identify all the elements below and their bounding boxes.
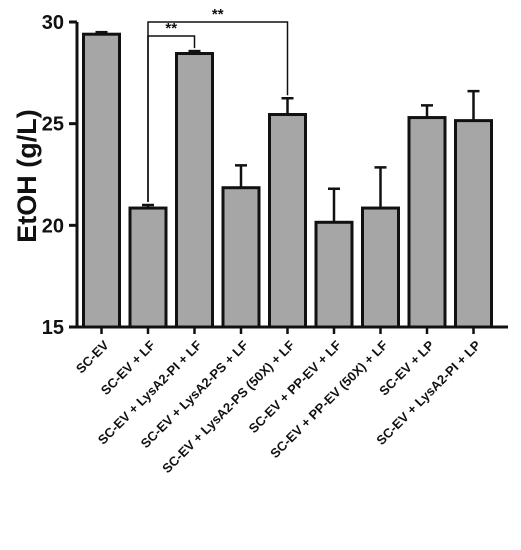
bar — [175, 52, 214, 329]
significance-bracket — [147, 21, 289, 202]
bar — [82, 32, 121, 329]
bar — [268, 113, 307, 329]
bar — [454, 119, 493, 329]
x-category-label: SC-EV — [73, 337, 112, 376]
y-tick-label: 30 — [42, 12, 64, 34]
bar — [407, 116, 447, 329]
y-tick-label: 15 — [42, 317, 64, 339]
significance-label: ** — [212, 6, 224, 23]
significance-label: ** — [165, 20, 177, 37]
bar — [221, 186, 261, 329]
y-axis-label: EtOH (g/L) — [12, 109, 42, 242]
y-tick-label: 20 — [42, 215, 64, 237]
x-category-label: SC-EV + PP-EV + LF — [246, 337, 345, 436]
bar — [361, 206, 400, 329]
bar — [128, 206, 168, 329]
bar — [314, 220, 354, 329]
y-tick-label: 25 — [42, 114, 64, 136]
